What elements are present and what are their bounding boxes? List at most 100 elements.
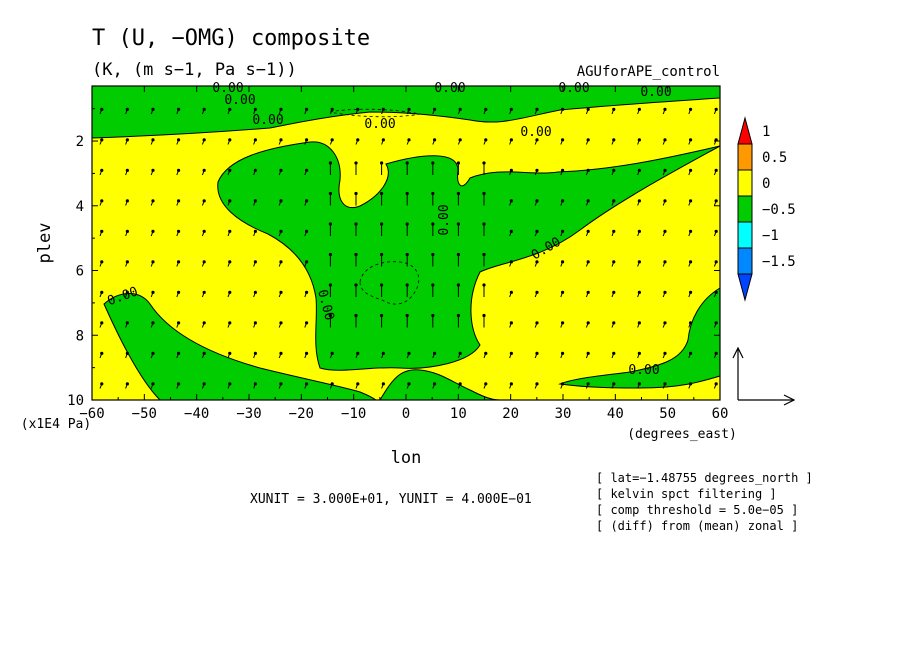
wind-vector-head [354,313,358,318]
y-tick-label: 8 [76,328,84,344]
wind-vector-head [354,222,358,226]
wind-vector-head [330,107,334,111]
wind-vector-head [458,138,462,142]
x-tick-label: 30 [555,406,572,422]
wind-vector-head [407,382,411,386]
wind-vector-head [431,222,435,226]
colorbar: 1 0.5 0 −0.5 −1 −1.5 [737,116,796,302]
wind-vector-head [354,283,358,287]
wind-vector-head [484,351,488,355]
wind-vector-head [176,260,181,264]
wind-vector-head [431,283,435,287]
wind-vector-head [714,199,718,203]
wind-vector-head [356,351,360,355]
wind-vector-head [202,351,206,355]
contour-label: 0.00 [364,117,395,132]
wind-vector-head [100,321,104,325]
wind-vector-head [509,107,513,111]
wind-vector-head [456,252,460,257]
wind-vector-head [100,260,104,264]
wind-vector-head [176,168,181,172]
wind-vector-head [637,260,641,264]
wind-vector-head [253,382,257,386]
wind-vector-head [612,382,616,386]
wind-vector-head [535,351,539,355]
wind-vector-head [482,161,486,165]
wind-vector-head [202,382,206,386]
wind-vector-head [100,107,104,111]
negative-region-lower-right [558,287,721,389]
wind-vector-head [509,168,513,172]
wind-vector-head [714,321,718,325]
wind-vector-head [381,351,385,355]
wind-vector-head [328,222,332,226]
wind-vector-head [330,138,334,142]
wind-vector-head [688,290,693,294]
wind-vector-head [637,229,641,233]
wind-vector-head [380,283,384,287]
contour-label: 0.00 [520,125,551,140]
wind-vector-head [432,382,437,386]
wind-vector-head [253,229,257,233]
wind-vector-head [586,107,590,111]
wind-vector-head [535,382,539,386]
wind-vector-head [688,168,693,172]
wind-vector-head [151,321,155,325]
wind-vector-head [125,229,129,233]
wind-vector-head [612,199,616,203]
dataset-label: AGUforAPE_control [577,64,720,80]
wind-vector-head [380,252,384,257]
wind-vector-head [304,168,309,172]
wind-vector-head [560,199,565,203]
wind-vector-head [509,199,513,203]
x-tick-label: −40 [184,406,209,422]
wind-vector-head [279,351,283,355]
x-tick-label: −20 [289,406,314,422]
wind-vector-head [612,321,616,325]
wind-vector-head [535,260,539,264]
wind-vector-head [356,138,360,142]
wind-vector-head [714,107,718,111]
wind-vector-head [151,260,155,264]
wind-vector-head [509,351,513,355]
colorbar-label: −1.5 [762,254,796,270]
wind-vector-head [405,252,409,257]
colorbar-label: −0.5 [762,202,796,218]
wind-vector-head [279,382,283,386]
wind-vector-head [405,191,409,196]
wind-vector-head [253,290,257,294]
wind-vector-head [456,283,460,287]
wind-vector-head [432,107,437,111]
wind-vector-head [330,351,334,355]
wind-vector-head [688,138,693,142]
wind-vector-head [176,107,181,111]
x-axis: −60 −50 −40 −30 −20 −10 0 10 20 30 40 50 60 [79,86,728,422]
wind-vector-head [637,290,641,294]
wind-vector-head [663,229,667,233]
wind-vector-head [688,382,693,386]
wind-vector-head [380,222,384,226]
wind-vector-head [100,382,104,386]
wind-vector-head [663,351,667,355]
wind-vector-head [151,229,155,233]
wind-vector-head [714,168,718,172]
wind-vector-head [637,321,641,325]
wind-vector-head [279,260,283,264]
wind-vector-head [151,382,155,386]
wind-vector-head [151,199,155,203]
wind-vector-head [456,191,460,196]
wind-vector-head [688,260,693,264]
colorbar-segment [737,247,753,275]
colorbar-segment [737,221,753,249]
wind-vector-head [612,168,616,172]
wind-vector-head [380,161,384,165]
wind-vector-head [380,313,384,318]
wind-vector-head [586,199,590,203]
wind-vector-head [381,138,385,142]
wind-vector-head [612,290,616,294]
x-axis-units: (degrees_east) [627,427,737,442]
wind-vector-head [328,191,332,196]
wind-vector-head [202,260,206,264]
negative-region-lower-mid [379,369,501,401]
contour-label: 0.00 [628,363,659,378]
